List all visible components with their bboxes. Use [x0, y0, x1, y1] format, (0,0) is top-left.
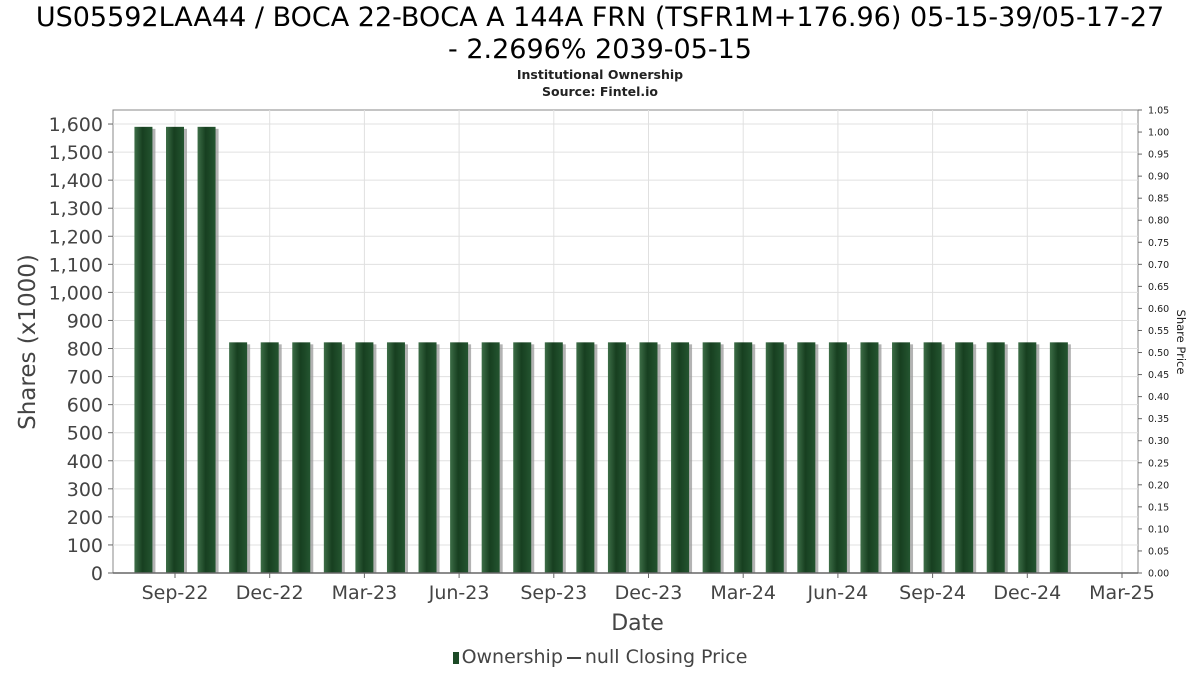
chart-legend: Ownership null Closing Price: [0, 646, 1200, 668]
y2-tick-label: 0.00: [1148, 569, 1169, 580]
y-tick-label: 1,400: [49, 170, 103, 192]
ownership-bar: [513, 342, 532, 573]
ownership-bar: [418, 342, 437, 573]
y-tick-label: 1,500: [49, 142, 103, 164]
y-tick-label: 700: [67, 367, 103, 389]
legend-price-label: null Closing Price: [584, 646, 748, 668]
legend-ownership-label: Ownership: [461, 646, 563, 668]
y-tick-label: 400: [67, 451, 103, 473]
ownership-bar: [260, 342, 279, 573]
chart-title-line2: - 2.2696% 2039-05-15: [448, 34, 752, 65]
ownership-bar: [355, 342, 374, 573]
x-tick-label: Dec-24: [993, 582, 1061, 604]
chart-subtitle-line2: Source: Fintel.io: [542, 84, 658, 99]
x-tick-label: Mar-24: [710, 582, 776, 604]
closing-price-legend-line: [566, 656, 581, 659]
ownership-bar: [860, 342, 879, 573]
y2-tick-label: 0.30: [1148, 436, 1169, 447]
y2-tick-label: 0.10: [1148, 524, 1169, 535]
y2-tick-label: 0.90: [1148, 172, 1169, 183]
ownership-bar: [892, 342, 911, 573]
y-tick-label: 800: [67, 339, 103, 361]
ownership-bar: [576, 342, 595, 573]
y2-tick-label: 0.75: [1148, 238, 1169, 249]
y-tick-label: 300: [67, 479, 103, 501]
chart-subtitle-line1: Institutional Ownership: [516, 67, 684, 82]
y2-tick-label: 0.55: [1148, 326, 1169, 337]
x-tick-label: Mar-25: [1089, 582, 1155, 604]
y-tick-label: 1,300: [49, 198, 103, 220]
y2-tick-label: 0.60: [1148, 304, 1169, 315]
x-axis-title: Date: [611, 611, 664, 636]
y2-tick-label: 0.80: [1148, 216, 1169, 227]
y2-tick-label: 0.95: [1148, 150, 1169, 161]
ownership-bar: [955, 342, 974, 573]
ownership-bar: [544, 342, 563, 573]
ownership-bar: [986, 342, 1005, 573]
ownership-bar: [702, 342, 721, 573]
y-tick-label: 900: [67, 310, 103, 332]
ownership-bar: [292, 342, 311, 573]
ownership-bar: [639, 342, 658, 573]
ownership-bar: [481, 342, 500, 573]
y-tick-label: 1,000: [49, 282, 103, 304]
y2-tick-label: 0.05: [1148, 546, 1169, 557]
y2-tick-label: 1.05: [1148, 106, 1169, 117]
y2-tick-label: 0.20: [1148, 480, 1169, 491]
y-tick-label: 1,600: [49, 114, 103, 136]
chart-title-line1: US05592LAA44 / BOCA 22-BOCA A 144A FRN (…: [35, 2, 1165, 33]
y2-tick-label: 0.50: [1148, 348, 1169, 359]
y2-tick-label: 0.40: [1148, 392, 1169, 403]
ownership-bar: [386, 342, 405, 573]
ownership-bar: [229, 342, 248, 573]
ownership-bar: [323, 342, 342, 573]
y2-tick-label: 0.35: [1148, 414, 1169, 425]
ownership-bar: [450, 342, 469, 573]
ownership-bar: [734, 342, 753, 573]
x-tick-label: Sep-23: [520, 582, 587, 604]
y-tick-label: 600: [67, 395, 103, 417]
y-tick-label: 1,200: [49, 226, 103, 248]
ownership-bar: [166, 126, 184, 573]
x-tick-label: Jun-23: [428, 582, 490, 604]
y2-tick-label: 0.15: [1148, 502, 1169, 513]
ownership-bar: [1049, 342, 1068, 573]
y-tick-label: 500: [67, 423, 103, 445]
y-tick-label: 1,100: [49, 254, 103, 276]
ownership-bar: [765, 342, 784, 573]
x-tick-label: Jun-24: [807, 582, 869, 604]
ownership-bar: [197, 126, 216, 573]
y2-tick-label: 0.65: [1148, 282, 1169, 293]
ownership-bar: [134, 126, 153, 573]
y2-tick-label: 0.70: [1148, 260, 1169, 271]
ownership-bar: [671, 342, 690, 573]
y2-tick-label: 0.25: [1148, 458, 1169, 469]
y-tick-label: 0: [91, 563, 103, 585]
y2-tick-label: 0.45: [1148, 370, 1169, 381]
ownership-bar: [923, 342, 942, 573]
x-tick-label: Sep-24: [899, 582, 966, 604]
y-tick-label: 100: [67, 535, 103, 557]
ownership-bar: [1018, 342, 1037, 573]
x-tick-label: Sep-22: [142, 582, 209, 604]
ownership-legend-swatch: [452, 651, 459, 664]
y2-axis-title: Share Price: [1174, 310, 1188, 375]
ownership-bar: [797, 342, 816, 573]
y-axis-title: Shares (x1000): [15, 254, 41, 430]
x-tick-label: Dec-22: [236, 582, 304, 604]
y2-tick-label: 0.85: [1148, 194, 1169, 205]
ownership-bar: [828, 342, 847, 573]
x-tick-label: Mar-23: [332, 582, 398, 604]
y2-tick-label: 1.00: [1148, 128, 1169, 139]
y-tick-label: 200: [67, 507, 103, 529]
ownership-bar: [607, 342, 626, 573]
x-tick-label: Dec-23: [615, 582, 683, 604]
